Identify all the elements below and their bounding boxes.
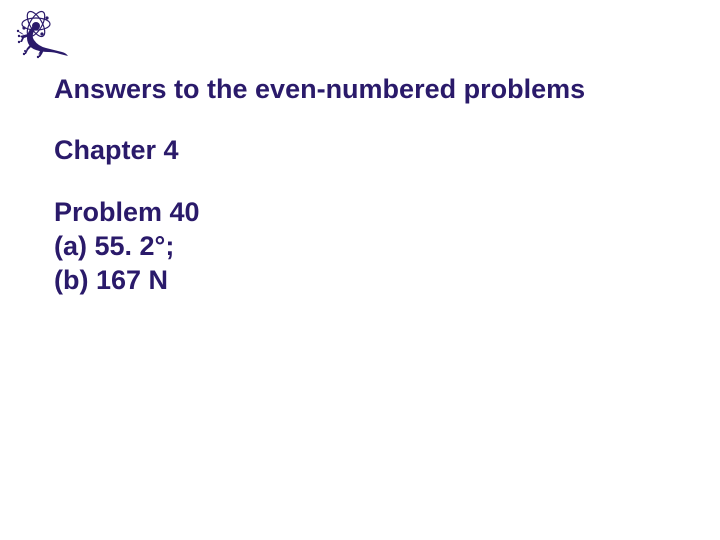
chapter-heading: Chapter 4 (54, 135, 700, 166)
gecko-atom-logo (14, 8, 72, 60)
answer-part-b: (b) 167 N (54, 264, 700, 298)
problem-label: Problem 40 (54, 196, 700, 230)
slide-content: Answers to the even-numbered problems Ch… (54, 74, 700, 297)
logo-svg (14, 8, 72, 60)
page-title: Answers to the even-numbered problems (54, 74, 700, 105)
answer-part-a: (a) 55. 2°; (54, 230, 700, 264)
